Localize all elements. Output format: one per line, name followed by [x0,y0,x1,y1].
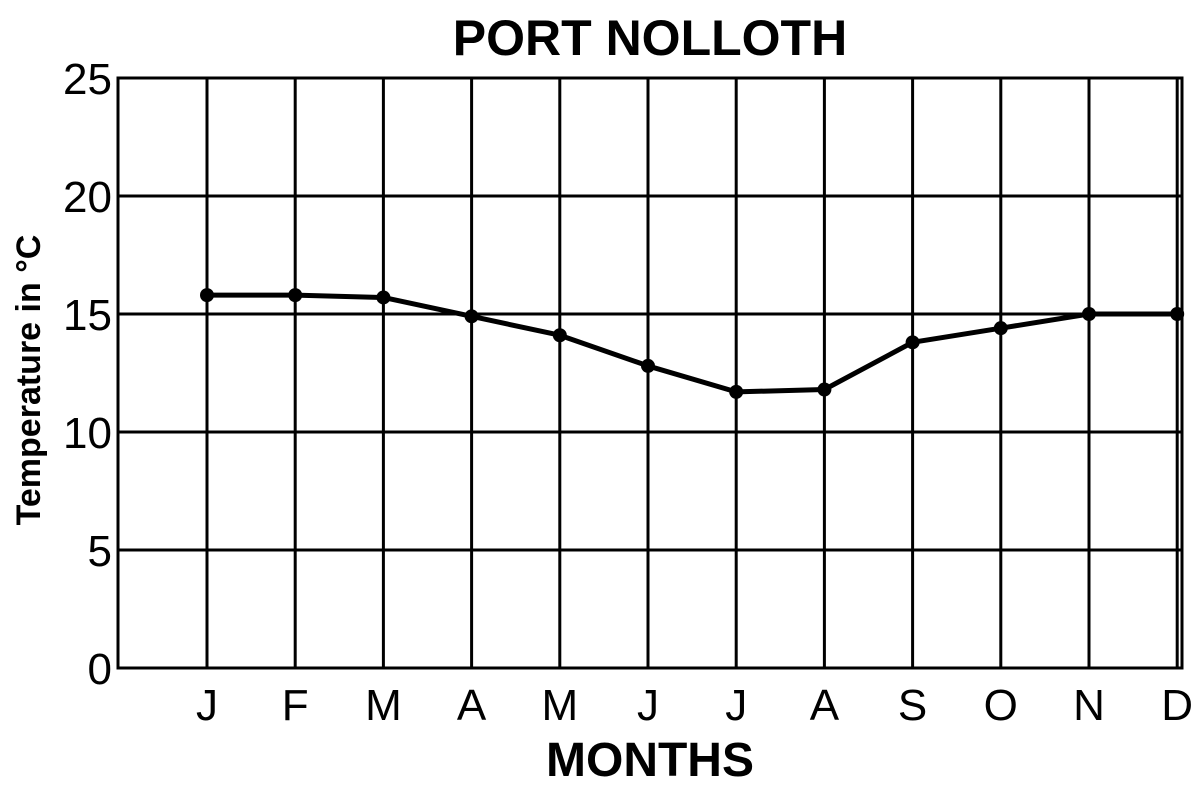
series-line [207,292,1178,395]
data-point [1170,307,1185,321]
data-point [817,382,832,397]
data-point [729,384,744,399]
data-point [1082,307,1096,321]
y-axis-label: Temperature in °C [10,235,48,526]
y-tick-label: 20 [63,173,112,222]
y-tick-label: 25 [63,55,112,104]
x-tick-label: A [810,681,840,730]
y-axis-ticks: 0 5 10 15 20 25 [63,55,112,694]
x-tick-label: J [637,681,659,730]
data-point [200,288,214,303]
x-tick-label: N [1073,681,1105,730]
data-point [376,290,391,305]
y-tick-label: 0 [88,645,112,694]
x-tick-label: A [457,681,487,730]
x-axis-label: MONTHS [546,734,754,787]
x-tick-label: J [196,681,218,730]
data-point [464,309,479,324]
data-point [288,288,303,303]
x-tick-label: S [898,681,927,730]
data-point [641,358,655,373]
x-tick-label: M [365,681,402,730]
data-point [993,321,1008,336]
x-tick-label: O [984,681,1018,730]
x-tick-label: F [282,681,309,730]
series-layer [200,288,1185,399]
y-tick-label: 5 [88,527,112,576]
y-tick-label: 10 [63,409,112,458]
grid [116,76,1184,670]
x-tick-label: J [725,681,747,730]
y-tick-label: 15 [63,291,112,340]
data-point [552,328,567,343]
x-tick-label: D [1161,681,1193,730]
data-point [905,335,920,350]
x-tick-label: M [541,681,578,730]
chart-title: PORT NOLLOTH [453,10,847,66]
plot-frame [116,76,1184,670]
